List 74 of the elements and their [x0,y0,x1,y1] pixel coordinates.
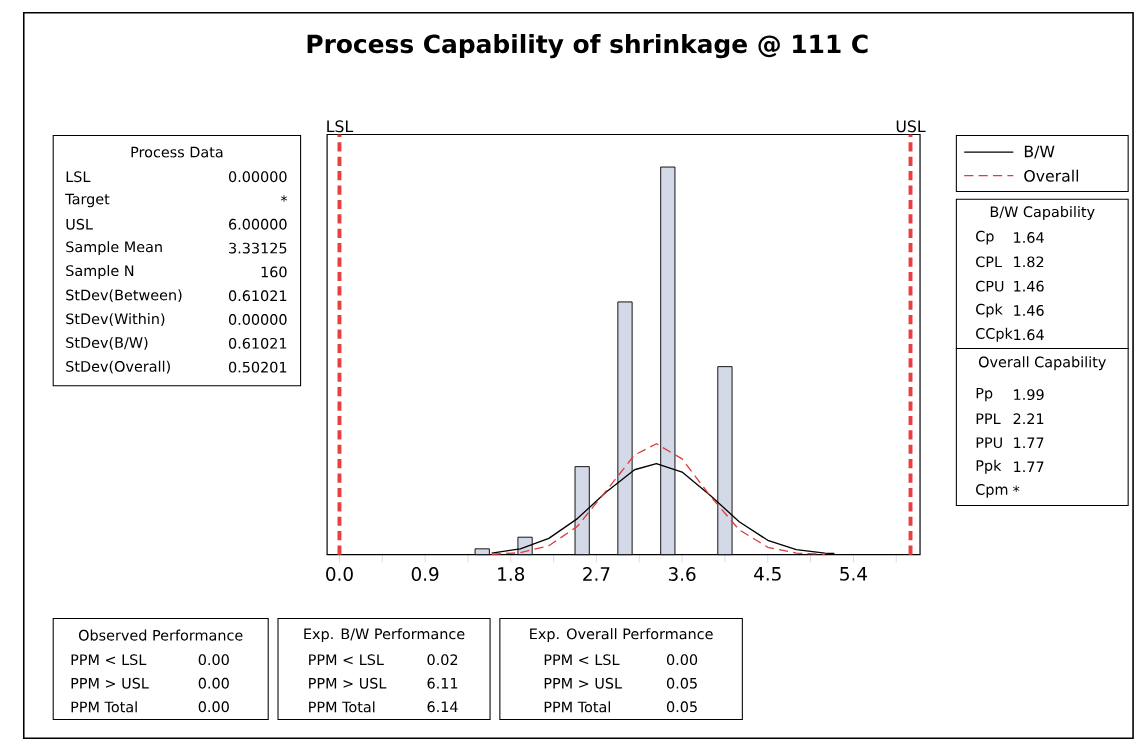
text: 1.77 [1014,437,1044,448]
text: Cpk [976,303,1003,318]
text: USL [66,218,93,230]
x-tick-label: 5.4 [840,567,867,581]
text: Exp. Overall Performance [530,628,713,643]
text: Exp. B/W Performance [304,628,465,643]
text: 0.00000 [228,314,287,325]
text: StDev(B/W) [66,336,148,350]
ref-line-label: USL [896,120,926,133]
text: B/W Capability [990,205,1095,220]
text: Pp [976,387,993,402]
text: PPM Total [309,701,375,713]
text: 6.14 [427,701,458,713]
text: 0.02 [427,654,458,666]
text: 1.77 [1014,461,1044,472]
x-tick-label: 3.6 [668,567,696,581]
text: Sample Mean [66,241,162,255]
text: PPM Total [544,701,610,713]
ref-line-label: LSL [327,120,354,133]
text: 1.64 [1014,232,1044,243]
text: 1.46 [1014,304,1044,316]
text: PPL [976,413,1001,424]
text: Cpm [976,483,1008,498]
text: StDev(Between) [66,289,182,303]
x-tick-label: 0.0 [326,567,353,581]
text: Process Data [131,146,223,158]
text: 0.05 [666,701,697,713]
text: 1.99 [1014,389,1044,400]
text: * [1013,485,1020,492]
text: PPM < LSL [544,654,620,666]
text: 6.00000 [229,218,287,230]
text: PPM < LSL [71,654,147,666]
text: 0.61021 [228,290,287,302]
text: LSL [66,171,91,183]
text: StDev(Within) [66,313,165,326]
text: 1.46 [1014,280,1044,292]
text: CPU [976,280,1004,292]
text: 160 [261,266,287,278]
text: Target [65,193,110,208]
text: 0.00 [198,654,229,666]
x-tick-label: 4.5 [754,567,781,581]
text: 3.33125 [229,242,287,254]
text: 1.82 [1014,256,1044,268]
text: 1.64 [1014,329,1044,341]
x-tick-label: 2.7 [583,567,610,581]
text: Cp [976,230,994,245]
x-tick-label: 0.9 [411,567,439,581]
text: PPM > USL [71,677,149,689]
text: 0.05 [666,677,697,689]
text: PPM Total [71,701,137,713]
text: Overall Capability [978,356,1106,371]
text: * [280,195,288,202]
text: 0.00000 [228,171,287,183]
text: 0.00 [198,677,229,689]
text: Sample N [66,264,134,279]
legend-label: Overall [1024,169,1079,182]
text: 2.21 [1013,413,1044,424]
x-tick-label: 1.8 [498,567,525,581]
text: PPM > USL [309,677,387,689]
legend-label: B/W [1024,145,1055,159]
text: 0.50201 [228,361,287,373]
text: PPM > USL [544,677,622,689]
text: PPM < LSL [309,654,384,666]
text: 6.11 [427,677,458,689]
text: StDev(Overall) [66,360,170,374]
chart-title: Process Capability of shrinkage @ 111 C [307,33,868,59]
text: PPU [976,437,1002,448]
text: CCpk [976,327,1013,342]
text: Observed Performance [78,629,243,641]
text: 0.61021 [228,337,287,349]
text: 0.00 [198,701,229,713]
text: CPL [976,256,1002,268]
text: Ppk [976,459,1002,474]
text: 0.00 [666,654,698,666]
